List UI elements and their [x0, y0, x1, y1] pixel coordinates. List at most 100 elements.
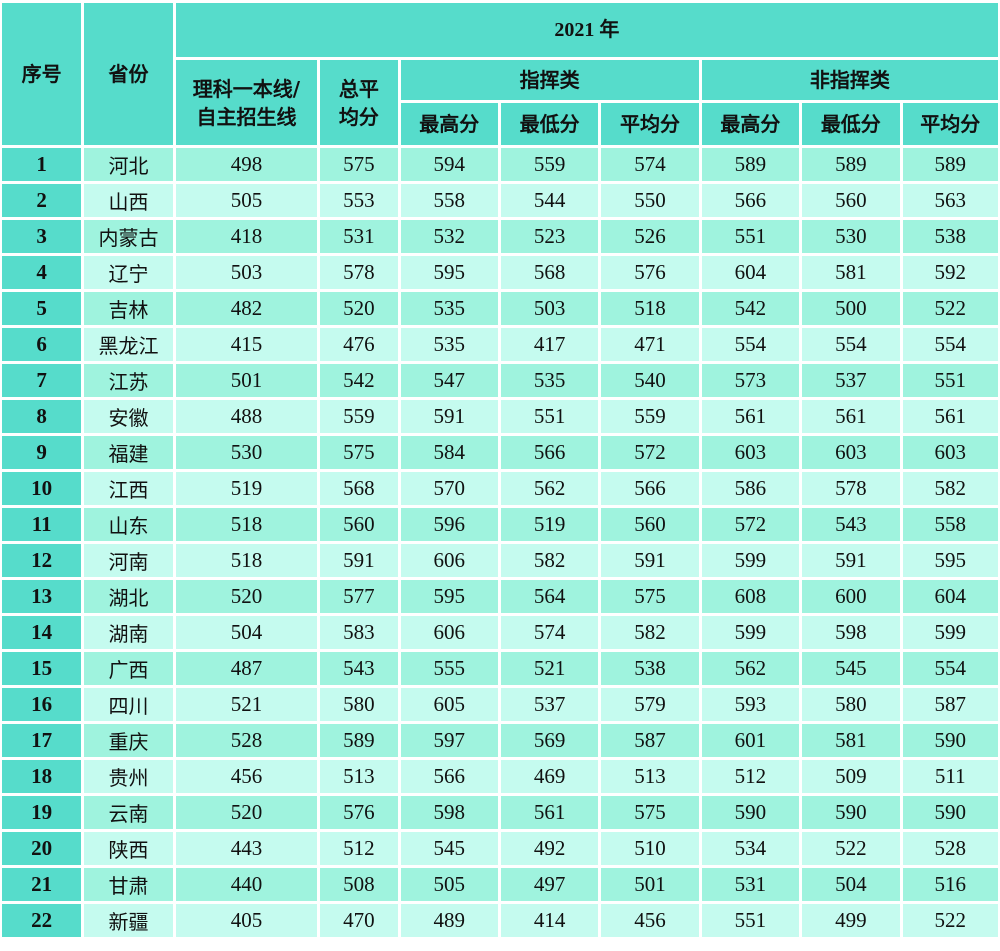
row-index-cell: 15	[2, 652, 82, 685]
baseline-line-1: 理科一本线/	[192, 76, 301, 101]
row-index-cell: 20	[2, 832, 82, 865]
non-max-cell: 604	[701, 256, 800, 289]
non-max-cell: 566	[701, 184, 800, 217]
cmd-max-cell: 532	[400, 220, 498, 253]
cmd-max-cell: 584	[400, 436, 498, 469]
baseline-cell: 443	[175, 832, 318, 865]
non-max-cell: 599	[701, 616, 800, 649]
total-avg-cell: 589	[320, 724, 398, 757]
baseline-cell: 440	[175, 868, 318, 901]
baseline-cell: 528	[175, 724, 318, 757]
cmd-max-cell: 535	[400, 292, 498, 325]
total-avg-cell: 576	[320, 796, 398, 829]
row-index-cell: 11	[2, 508, 82, 541]
cmd-max-cell: 596	[400, 508, 498, 541]
non-avg-cell: 604	[902, 580, 998, 613]
cmd-min-cell: 469	[500, 760, 599, 793]
non-min-cell: 554	[802, 328, 900, 361]
total-avg-cell: 553	[320, 184, 398, 217]
baseline-cell: 498	[175, 148, 318, 181]
province-cell: 湖南	[84, 616, 173, 649]
cmd-max-cell: 535	[400, 328, 498, 361]
province-cell: 内蒙古	[84, 220, 173, 253]
province-cell: 江西	[84, 472, 173, 505]
baseline-cell: 405	[175, 904, 318, 937]
province-cell: 广西	[84, 652, 173, 685]
non-avg-cell: 522	[902, 904, 998, 937]
cmd-avg-header: 平均分	[601, 103, 699, 145]
baseline-cell: 518	[175, 544, 318, 577]
non-avg-cell: 511	[902, 760, 998, 793]
province-cell: 河北	[84, 148, 173, 181]
table-row: 6 黑龙江 415 476 535 417 471 554 554 554	[2, 328, 998, 361]
cmd-min-cell: 414	[500, 904, 599, 937]
baseline-cell: 518	[175, 508, 318, 541]
row-index-cell: 8	[2, 400, 82, 433]
non-min-cell: 561	[802, 400, 900, 433]
province-cell: 吉林	[84, 292, 173, 325]
cmd-avg-cell: 559	[601, 400, 699, 433]
total-avg-cell: 577	[320, 580, 398, 613]
non-min-cell: 598	[802, 616, 900, 649]
baseline-cell: 530	[175, 436, 318, 469]
row-index-cell: 6	[2, 328, 82, 361]
non-max-header: 最高分	[701, 103, 800, 145]
cmd-avg-cell: 575	[601, 580, 699, 613]
cmd-avg-cell: 582	[601, 616, 699, 649]
non-max-cell: 586	[701, 472, 800, 505]
non-avg-cell: 599	[902, 616, 998, 649]
cmd-min-cell: 417	[500, 328, 599, 361]
non-min-cell: 590	[802, 796, 900, 829]
province-cell: 重庆	[84, 724, 173, 757]
cmd-max-cell: 595	[400, 580, 498, 613]
total-avg-cell: 513	[320, 760, 398, 793]
non-max-cell: 551	[701, 220, 800, 253]
cmd-avg-cell: 510	[601, 832, 699, 865]
non-min-cell: 522	[802, 832, 900, 865]
non-avg-cell: 563	[902, 184, 998, 217]
table-row: 19 云南 520 576 598 561 575 590 590 590	[2, 796, 998, 829]
province-cell: 安徽	[84, 400, 173, 433]
non-avg-cell: 516	[902, 868, 998, 901]
cmd-avg-cell: 501	[601, 868, 699, 901]
table-row: 16 四川 521 580 605 537 579 593 580 587	[2, 688, 998, 721]
non-min-cell: 580	[802, 688, 900, 721]
cmd-max-cell: 566	[400, 760, 498, 793]
non-min-cell: 530	[802, 220, 900, 253]
cmd-avg-cell: 576	[601, 256, 699, 289]
non-avg-cell: 538	[902, 220, 998, 253]
non-avg-cell: 554	[902, 328, 998, 361]
non-avg-cell: 587	[902, 688, 998, 721]
group-header-noncommand: 非指挥类	[701, 60, 998, 100]
cmd-avg-cell: 587	[601, 724, 699, 757]
baseline-cell: 520	[175, 796, 318, 829]
non-min-cell: 600	[802, 580, 900, 613]
cmd-max-cell: 598	[400, 796, 498, 829]
table-row: 13 湖北 520 577 595 564 575 608 600 604	[2, 580, 998, 613]
table-body: 1 河北 498 575 594 559 574 589 589 589 2 山西 505 553 558 5…	[2, 148, 998, 937]
non-max-cell: 573	[701, 364, 800, 397]
table-row: 18 贵州 456 513 566 469 513 512 509 511	[2, 760, 998, 793]
cmd-max-cell: 570	[400, 472, 498, 505]
cmd-max-cell: 489	[400, 904, 498, 937]
cmd-avg-cell: 591	[601, 544, 699, 577]
province-cell: 山西	[84, 184, 173, 217]
row-index-cell: 21	[2, 868, 82, 901]
baseline-cell: 505	[175, 184, 318, 217]
non-avg-cell: 551	[902, 364, 998, 397]
row-index-cell: 2	[2, 184, 82, 217]
table-row: 8 安徽 488 559 591 551 559 561 561 561	[2, 400, 998, 433]
non-max-cell: 608	[701, 580, 800, 613]
cmd-min-cell: 564	[500, 580, 599, 613]
table-row: 14 湖南 504 583 606 574 582 599 598 599	[2, 616, 998, 649]
table-row: 2 山西 505 553 558 544 550 566 560 563	[2, 184, 998, 217]
total-avg-cell: 591	[320, 544, 398, 577]
total-avg-cell: 531	[320, 220, 398, 253]
cmd-avg-cell: 572	[601, 436, 699, 469]
cmd-max-cell: 606	[400, 616, 498, 649]
non-min-cell: 603	[802, 436, 900, 469]
non-max-cell: 601	[701, 724, 800, 757]
cmd-min-cell: 523	[500, 220, 599, 253]
baseline-cell: 482	[175, 292, 318, 325]
cmd-min-cell: 559	[500, 148, 599, 181]
